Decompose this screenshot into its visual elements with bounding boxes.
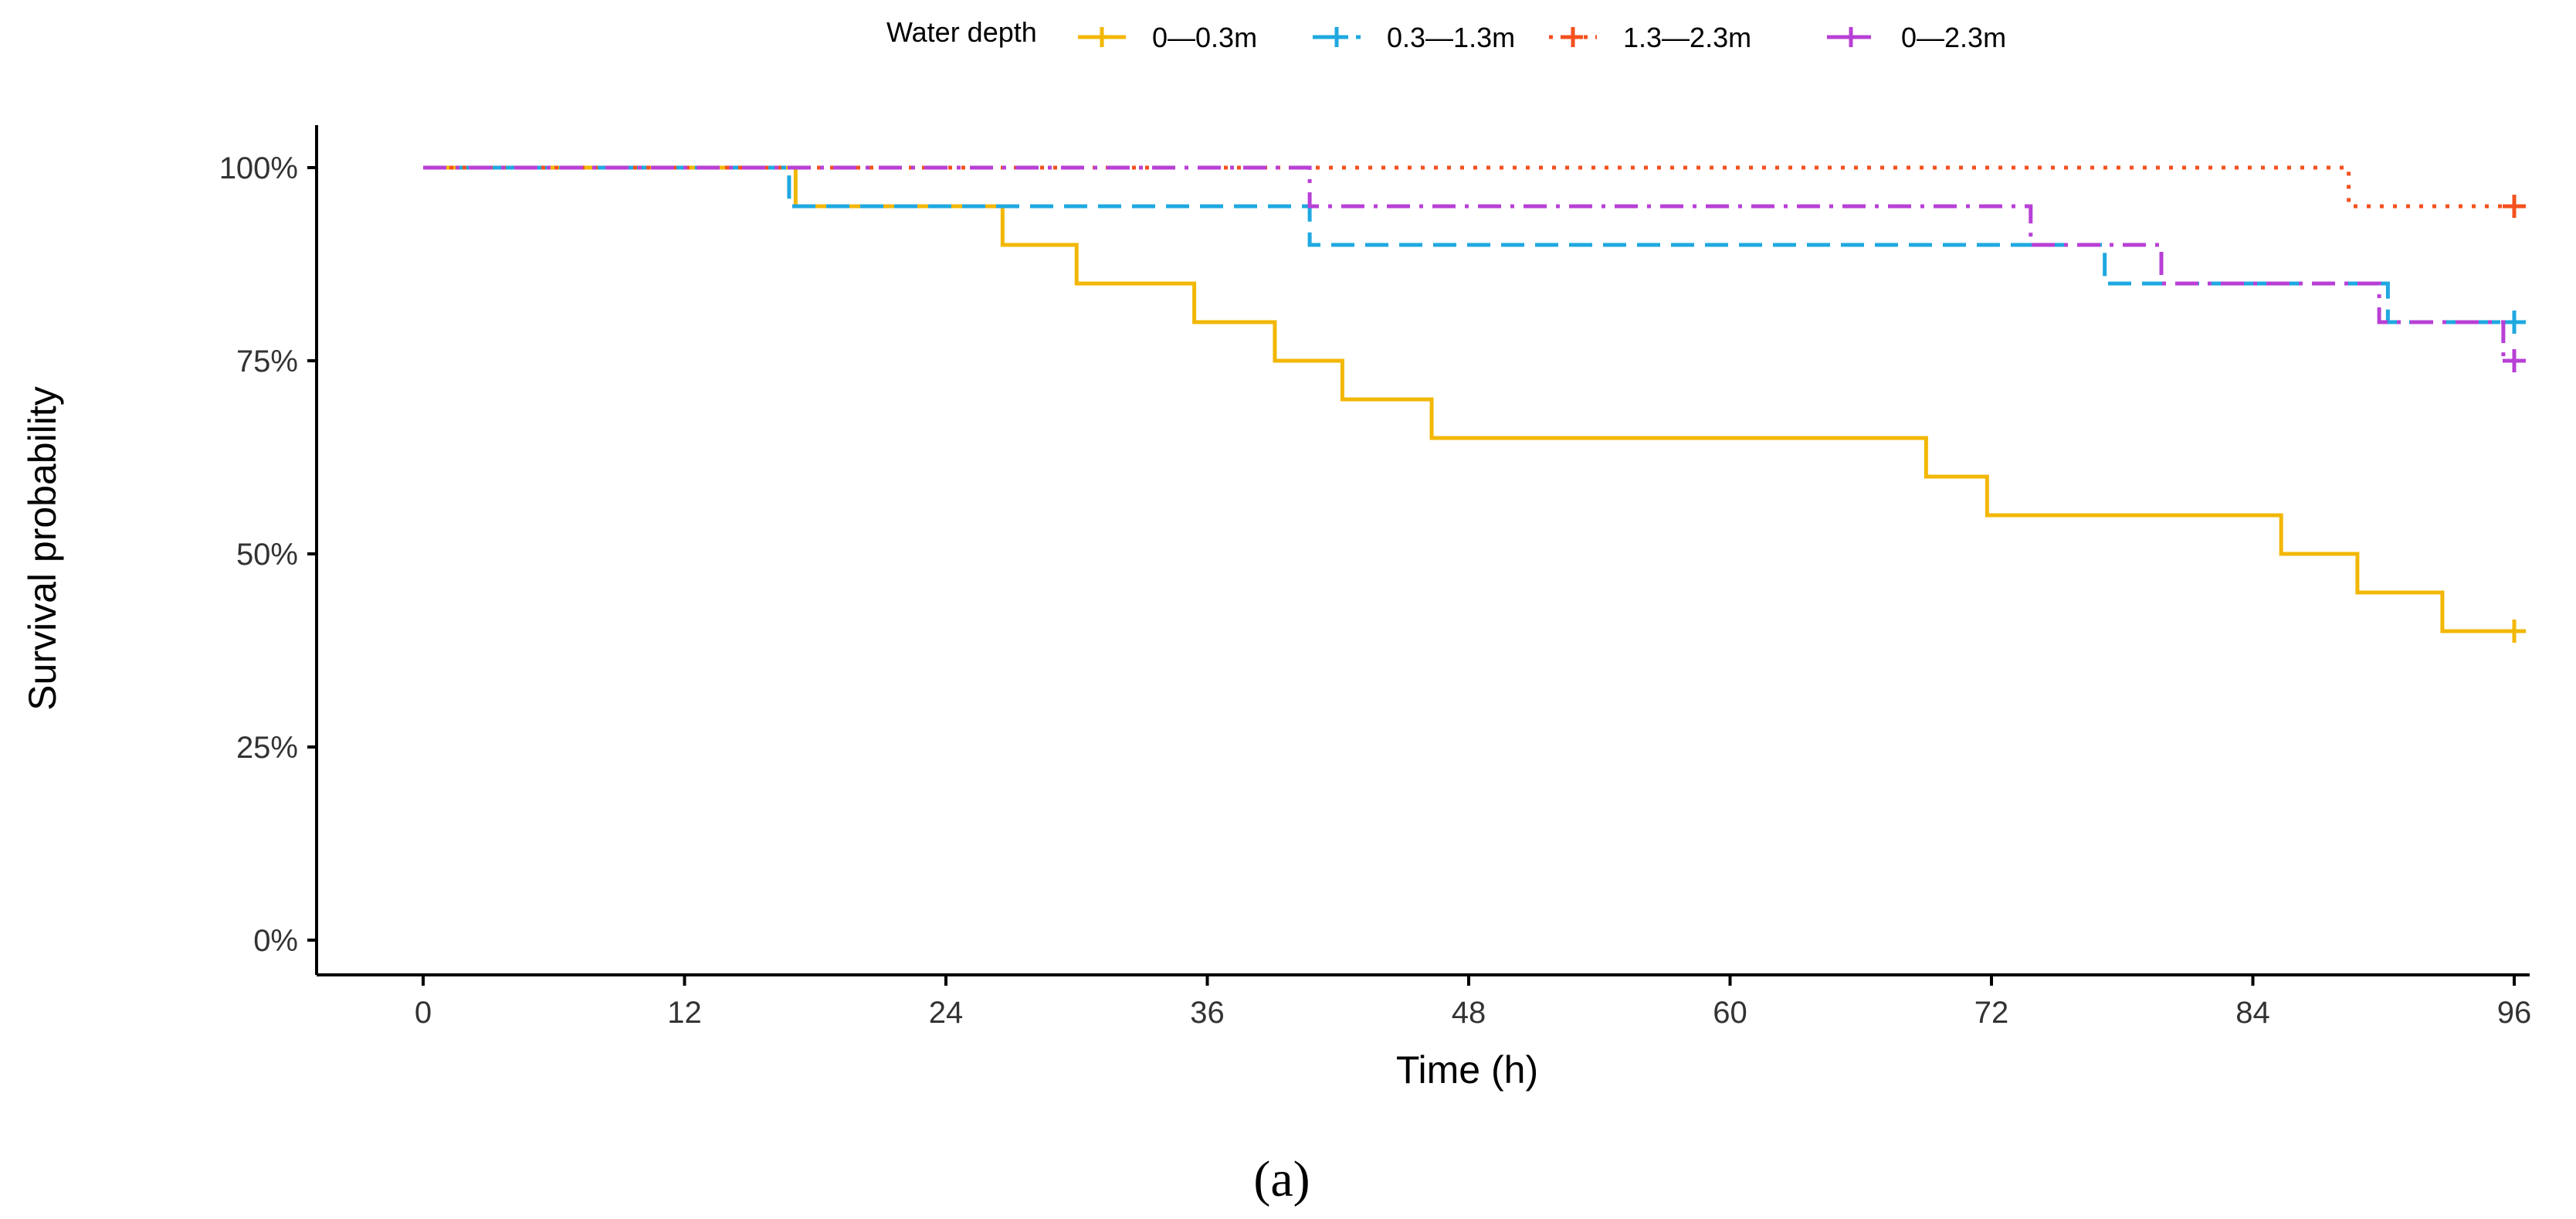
legend-label-2: 1.3—2.3m	[1623, 22, 1751, 53]
series-line-2	[423, 165, 2514, 209]
figure-caption: (a)	[1253, 1151, 1310, 1207]
legend-label-3: 0—2.3m	[1901, 22, 2006, 53]
legend-key-mark-1	[1327, 27, 1347, 47]
y-tick-label: 25%	[236, 731, 298, 765]
x-tick-label: 0	[415, 996, 432, 1030]
y-tick-label: 0%	[253, 924, 298, 958]
legend-key-mark-0	[1092, 27, 1112, 47]
series-line-3	[423, 165, 2514, 363]
x-tick-label: 84	[2235, 996, 2270, 1030]
x-tick-label: 24	[929, 996, 964, 1030]
censor-mark-3	[2503, 349, 2526, 372]
legend-label-1: 0.3—1.3m	[1387, 22, 1515, 53]
legend-key-mark-2	[1563, 27, 1583, 47]
y-tick-label: 75%	[236, 345, 298, 379]
x-tick-label: 96	[2497, 996, 2532, 1030]
legend-key-mark-3	[1841, 27, 1861, 47]
y-tick-label: 100%	[219, 151, 298, 185]
x-tick-label: 48	[1452, 996, 1486, 1030]
x-tick-label: 60	[1713, 996, 1747, 1030]
y-axis-title: Survival probability	[21, 386, 64, 711]
y-tick-label: 50%	[236, 538, 298, 572]
censor-mark-2	[2503, 195, 2526, 218]
x-tick-label: 72	[1974, 996, 2009, 1030]
series-line-1	[423, 165, 2514, 324]
censor-mark-0	[2503, 620, 2526, 643]
series-line-0	[423, 165, 2514, 633]
x-axis-title: Time (h)	[1396, 1048, 1538, 1092]
x-tick-label: 36	[1190, 996, 1225, 1030]
censor-mark-1	[2503, 311, 2526, 334]
legend-label-0: 0—0.3m	[1152, 22, 1257, 53]
x-tick-label: 12	[667, 996, 702, 1030]
legend-title: Water depth	[886, 16, 1037, 48]
legend: Water depth 0—0.3m 0.3—1.3m 1.3—2.3m 0—2.3m	[886, 16, 2006, 53]
